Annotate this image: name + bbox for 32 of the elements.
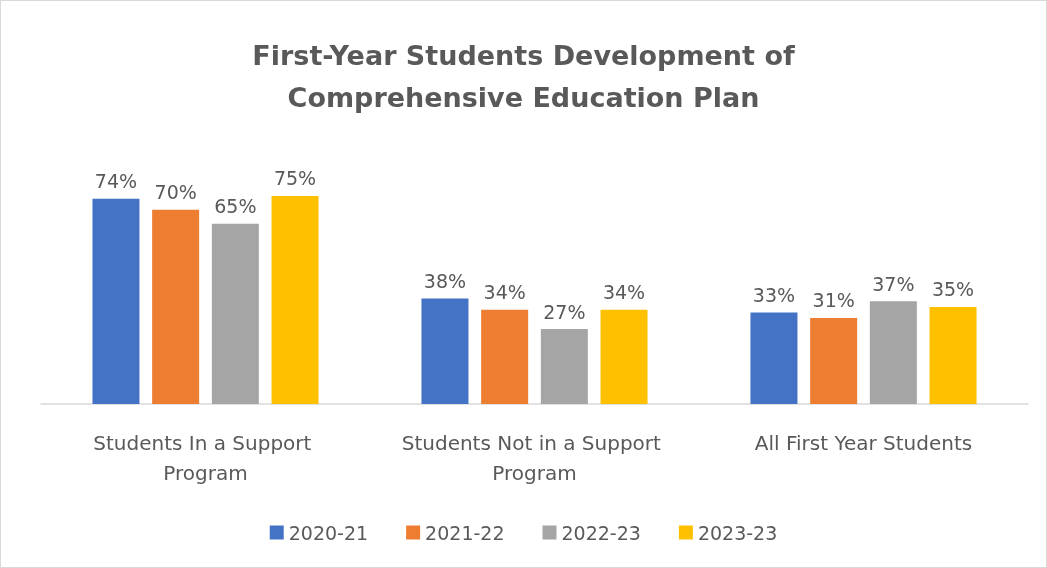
bar <box>211 223 259 404</box>
data-label: 34% <box>602 281 646 304</box>
bar <box>600 309 648 404</box>
data-label: 27% <box>543 300 586 323</box>
data-label: 35% <box>931 278 975 301</box>
data-label: 37% <box>872 272 915 295</box>
data-label: 33% <box>752 283 796 306</box>
bar <box>750 312 798 404</box>
bar <box>810 317 858 404</box>
bar <box>540 329 588 404</box>
bar <box>92 198 140 404</box>
bar <box>929 306 977 404</box>
x-tick-label: Students In a Support Program <box>93 431 318 485</box>
bar <box>152 209 200 404</box>
bar <box>421 298 469 404</box>
x-tick-label: Students Not in a Support Program <box>401 431 668 485</box>
data-label: 74% <box>94 170 138 193</box>
data-label: 38% <box>423 270 467 293</box>
legend-label: 2020-21 <box>288 521 369 544</box>
data-label: 34% <box>483 281 526 304</box>
legend-label: 2021-22 <box>425 521 505 544</box>
data-label: 31% <box>812 289 855 312</box>
bar <box>271 195 319 404</box>
x-tick-label: All First Year Students <box>754 431 973 455</box>
data-label: 65% <box>214 195 257 218</box>
bar <box>869 301 917 404</box>
data-label: 70% <box>154 181 197 204</box>
data-label: 75% <box>273 167 317 190</box>
legend-label: 2023-23 <box>697 521 778 544</box>
bar <box>481 309 529 404</box>
legend-label: 2022-23 <box>561 521 641 544</box>
chart-title: First-Year Students Development of Comprehensive Education Plan <box>252 39 795 113</box>
